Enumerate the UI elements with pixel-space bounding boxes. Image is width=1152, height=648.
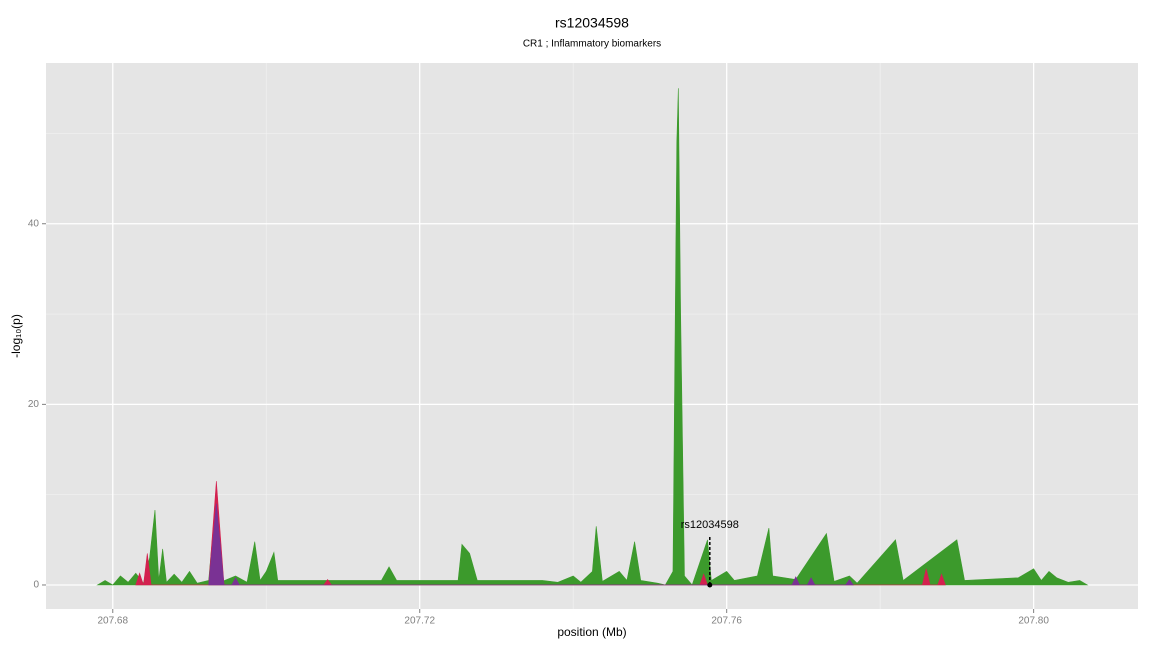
- area: [96, 88, 1089, 586]
- annotation-label: rs12034598: [681, 519, 739, 531]
- chart-title: rs12034598: [555, 15, 629, 31]
- x-tick-label: 207.72: [404, 616, 435, 627]
- y-tick-label: 20: [28, 399, 40, 410]
- x-tick-label: 207.80: [1018, 616, 1049, 627]
- chart-subtitle: CR1 ; Inflammatory biomarkers: [523, 39, 661, 50]
- annotation-point: [707, 582, 713, 588]
- y-tick-label: 0: [33, 580, 39, 591]
- area: [208, 503, 854, 586]
- y-tick-label: 40: [28, 218, 40, 229]
- x-axis-label: position (Mb): [557, 625, 626, 639]
- panel: [46, 63, 1138, 609]
- x-tick-label: 207.68: [97, 616, 128, 627]
- y-axis-label: -log₁₀(p): [9, 314, 23, 358]
- x-tick-label: 207.76: [711, 616, 742, 627]
